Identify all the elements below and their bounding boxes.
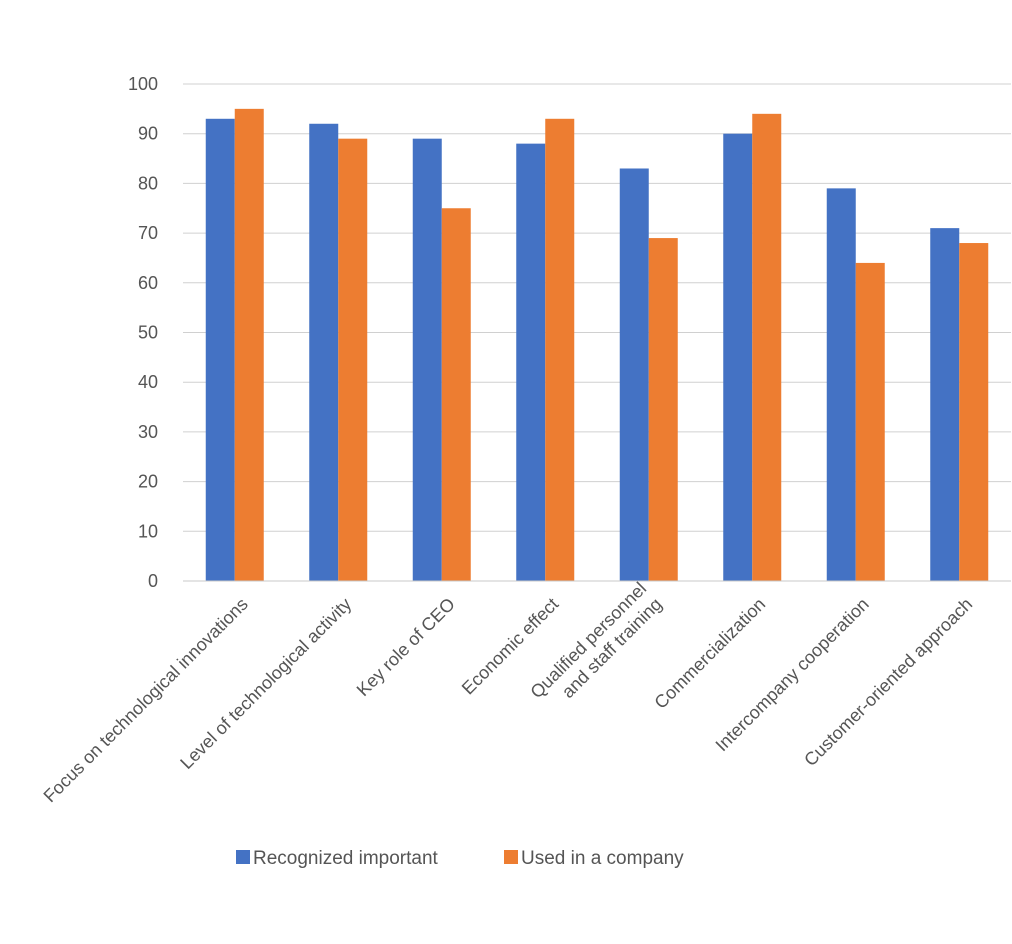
x-axis-category-labels: Focus on technological innovationsLevel … <box>40 578 977 806</box>
y-axis-tick-labels: 0 10 20 30 40 50 60 70 80 90 100 <box>128 74 158 591</box>
bar-recognized-important <box>412 138 442 582</box>
y-tick-label: 10 <box>138 521 158 541</box>
legend-label-recognized-important: Recognized important <box>253 848 439 869</box>
y-tick-label: 0 <box>148 571 158 591</box>
bar-recognized-important <box>826 188 856 581</box>
bars <box>205 108 989 582</box>
x-category-label: Commercialization <box>650 594 769 713</box>
x-category-label: Key role of CEO <box>353 594 459 700</box>
x-category-label-line: Key role of CEO <box>353 594 459 700</box>
bar-used-in-a-company <box>545 118 575 581</box>
x-category-label: Customer-oriented approach <box>800 594 976 770</box>
y-tick-label: 90 <box>138 124 158 144</box>
legend-swatch-used-in-a-company <box>504 850 518 864</box>
bar-recognized-important <box>205 118 235 581</box>
bar-recognized-important <box>516 143 546 581</box>
y-tick-label: 20 <box>138 472 158 492</box>
bar-recognized-important <box>619 168 649 582</box>
x-category-label-line: Customer-oriented approach <box>800 594 976 770</box>
legend: Recognized important Used in a company <box>236 848 684 869</box>
bar-used-in-a-company <box>648 238 678 581</box>
y-tick-label: 100 <box>128 74 158 94</box>
x-category-label-line: Commercialization <box>650 594 769 713</box>
y-tick-label: 60 <box>138 273 158 293</box>
x-category-label-line: Focus on technological innovations <box>40 594 252 806</box>
x-category-label: Level of technological activity <box>176 594 355 773</box>
y-tick-label: 80 <box>138 173 158 193</box>
bar-recognized-important <box>930 228 960 581</box>
y-tick-label: 40 <box>138 372 158 392</box>
legend-label-used-in-a-company: Used in a company <box>521 848 684 869</box>
bar-recognized-important <box>309 123 339 581</box>
bar-used-in-a-company <box>959 243 989 582</box>
bar-used-in-a-company <box>338 138 368 582</box>
bar-used-in-a-company <box>752 113 782 581</box>
bar-used-in-a-company <box>441 208 471 581</box>
bar-used-in-a-company <box>234 108 264 581</box>
x-category-label: Focus on technological innovations <box>40 594 252 806</box>
gridlines <box>183 83 1011 532</box>
y-tick-label: 70 <box>138 223 158 243</box>
bar-recognized-important <box>723 133 753 581</box>
y-tick-label: 50 <box>138 323 158 343</box>
x-category-label-line: Level of technological activity <box>176 594 355 773</box>
bar-used-in-a-company <box>855 262 885 581</box>
legend-swatch-recognized-important <box>236 850 250 864</box>
y-tick-label: 30 <box>138 422 158 442</box>
